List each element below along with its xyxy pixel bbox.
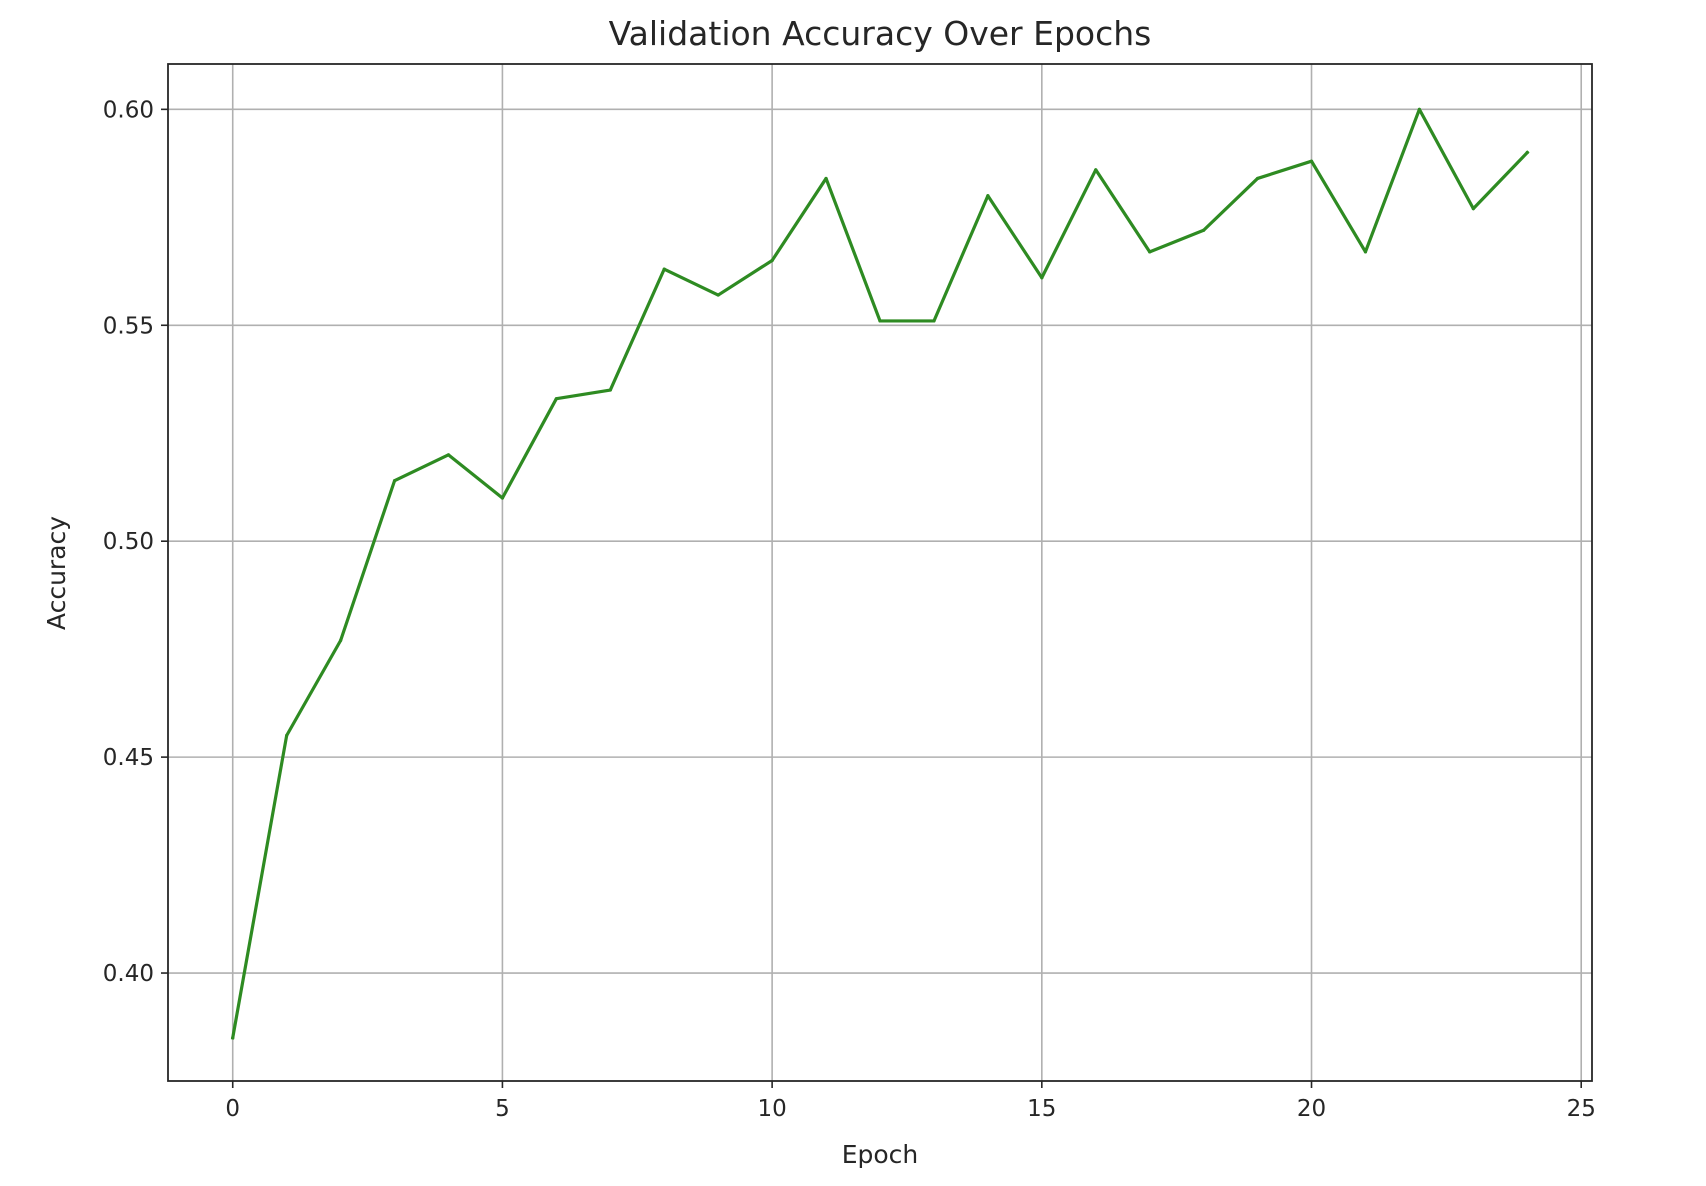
data-point [1202, 228, 1206, 232]
data-point [339, 638, 343, 643]
data-point [392, 479, 397, 483]
data-point [716, 293, 720, 297]
y-axis-label: Accuracy [42, 516, 71, 630]
data-point [554, 397, 558, 401]
x-axis-label: Epoch [842, 1140, 919, 1169]
data-point [824, 176, 828, 181]
data-point [1040, 276, 1044, 280]
accuracy-line [230, 107, 1530, 1040]
data-point [608, 388, 612, 392]
data-point [1094, 168, 1098, 172]
data-point [1471, 207, 1475, 211]
data-point [986, 194, 990, 198]
data-point [932, 319, 936, 323]
chart-title: Validation Accuracy Over Epochs [609, 14, 1152, 53]
series-layer [230, 107, 1530, 1040]
x-tick-label: 10 [757, 1096, 786, 1122]
x-tick-label: 0 [225, 1096, 240, 1122]
data-point [1525, 150, 1529, 155]
axis-ticks: 0 5 10 15 20 25 0.40 0.45 0.50 0.55 0.60 [103, 97, 1596, 1122]
x-tick-label: 20 [1297, 1096, 1326, 1122]
data-point [878, 319, 882, 323]
data-point [1417, 107, 1421, 111]
x-tick-label: 15 [1027, 1096, 1056, 1122]
data-point [1309, 159, 1314, 163]
x-tick-label: 25 [1567, 1096, 1596, 1122]
data-point [500, 496, 505, 500]
data-point [285, 733, 289, 738]
grid-lines [168, 64, 1592, 1081]
y-tick-label: 0.50 [103, 529, 154, 555]
y-tick-label: 0.60 [103, 97, 154, 123]
data-point [1255, 176, 1260, 181]
data-point [446, 453, 451, 457]
y-tick-label: 0.40 [103, 961, 154, 987]
data-point [662, 267, 666, 271]
data-point [1148, 250, 1152, 254]
data-point [1363, 250, 1368, 254]
x-tick-label: 5 [495, 1096, 510, 1122]
data-point [231, 1036, 235, 1040]
y-tick-label: 0.55 [103, 313, 154, 339]
plot-area-frame [167, 63, 1593, 1082]
y-tick-label: 0.45 [103, 745, 154, 771]
data-point [770, 258, 774, 263]
